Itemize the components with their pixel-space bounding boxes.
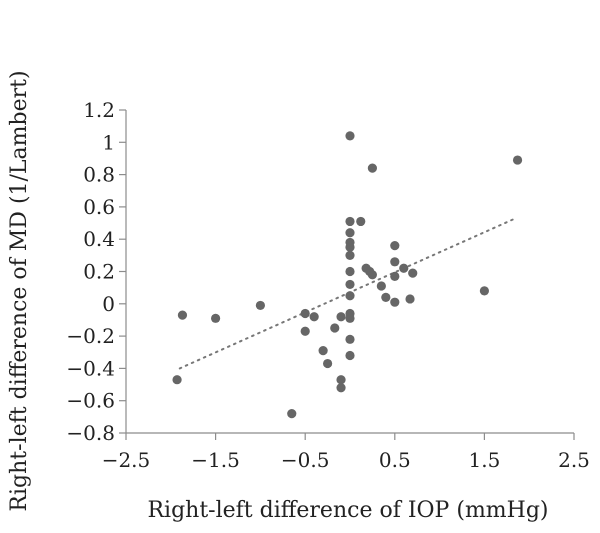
y-tick-label: −0.8	[66, 421, 115, 445]
data-point	[336, 375, 346, 385]
y-tick-label: −0.2	[66, 324, 115, 348]
y-tick-label: 1.2	[83, 98, 115, 122]
data-point	[345, 313, 355, 323]
y-tick-label: 0.4	[83, 227, 115, 251]
data-point	[390, 271, 400, 281]
data-point	[376, 281, 386, 291]
y-tick-label: 0	[102, 292, 115, 316]
data-point	[345, 228, 355, 238]
data-point	[177, 310, 188, 320]
data-point	[345, 242, 355, 252]
data-point	[300, 308, 310, 319]
x-axis-title: Right-left difference of IOP (mmHg)	[147, 498, 548, 523]
y-tick-label: 0.8	[83, 163, 115, 187]
y-tick-label: 0.6	[83, 195, 115, 219]
data-point	[345, 216, 355, 227]
data-point	[345, 250, 355, 260]
y-tick-label: 0.2	[83, 260, 115, 284]
data-point	[345, 279, 355, 290]
data-point	[399, 263, 409, 273]
data-point	[479, 286, 489, 296]
data-point	[390, 241, 400, 251]
data-point	[255, 300, 265, 311]
data-point	[390, 257, 400, 267]
data-point	[330, 323, 340, 333]
data-point	[211, 313, 221, 323]
x-tick-label: 1.5	[468, 448, 500, 472]
data-point	[367, 163, 377, 173]
data-point	[390, 297, 400, 307]
y-tick-label: −0.6	[66, 389, 115, 413]
x-tick-label: 0.5	[379, 448, 411, 472]
y-axis-title: Right-left difference of MD (1/Lambert)	[7, 70, 32, 511]
x-tick-label: −2.5	[102, 448, 151, 472]
y-tick-label: 1	[102, 130, 115, 154]
data-point	[172, 375, 182, 385]
data-point	[345, 291, 355, 301]
data-points	[172, 131, 523, 419]
data-point	[318, 346, 328, 356]
y-axis-ticks: −0.8 −0.6 −0.4 −0.2 0 0.2 0.4 0.6 0.8 1 1.2	[66, 98, 126, 445]
data-point	[336, 312, 346, 322]
y-tick-label: −0.4	[66, 356, 115, 380]
data-point	[381, 292, 391, 302]
x-tick-label: −0.5	[281, 448, 330, 472]
data-point	[287, 409, 297, 419]
data-point	[345, 334, 355, 344]
data-point	[345, 266, 355, 277]
data-point	[336, 383, 346, 393]
x-tick-label: −1.5	[191, 448, 240, 472]
x-axis-ticks: −2.5 −1.5 −0.5 0.5 1.5 2.5	[102, 433, 590, 472]
data-point	[405, 294, 415, 304]
data-point	[323, 358, 333, 369]
data-point	[512, 155, 523, 165]
data-point	[356, 216, 366, 227]
data-point	[345, 350, 355, 361]
data-point	[367, 270, 377, 280]
data-point	[309, 312, 319, 322]
data-point	[300, 326, 310, 336]
x-tick-label: 2.5	[558, 448, 590, 472]
data-point	[408, 268, 418, 278]
data-point	[345, 131, 355, 141]
